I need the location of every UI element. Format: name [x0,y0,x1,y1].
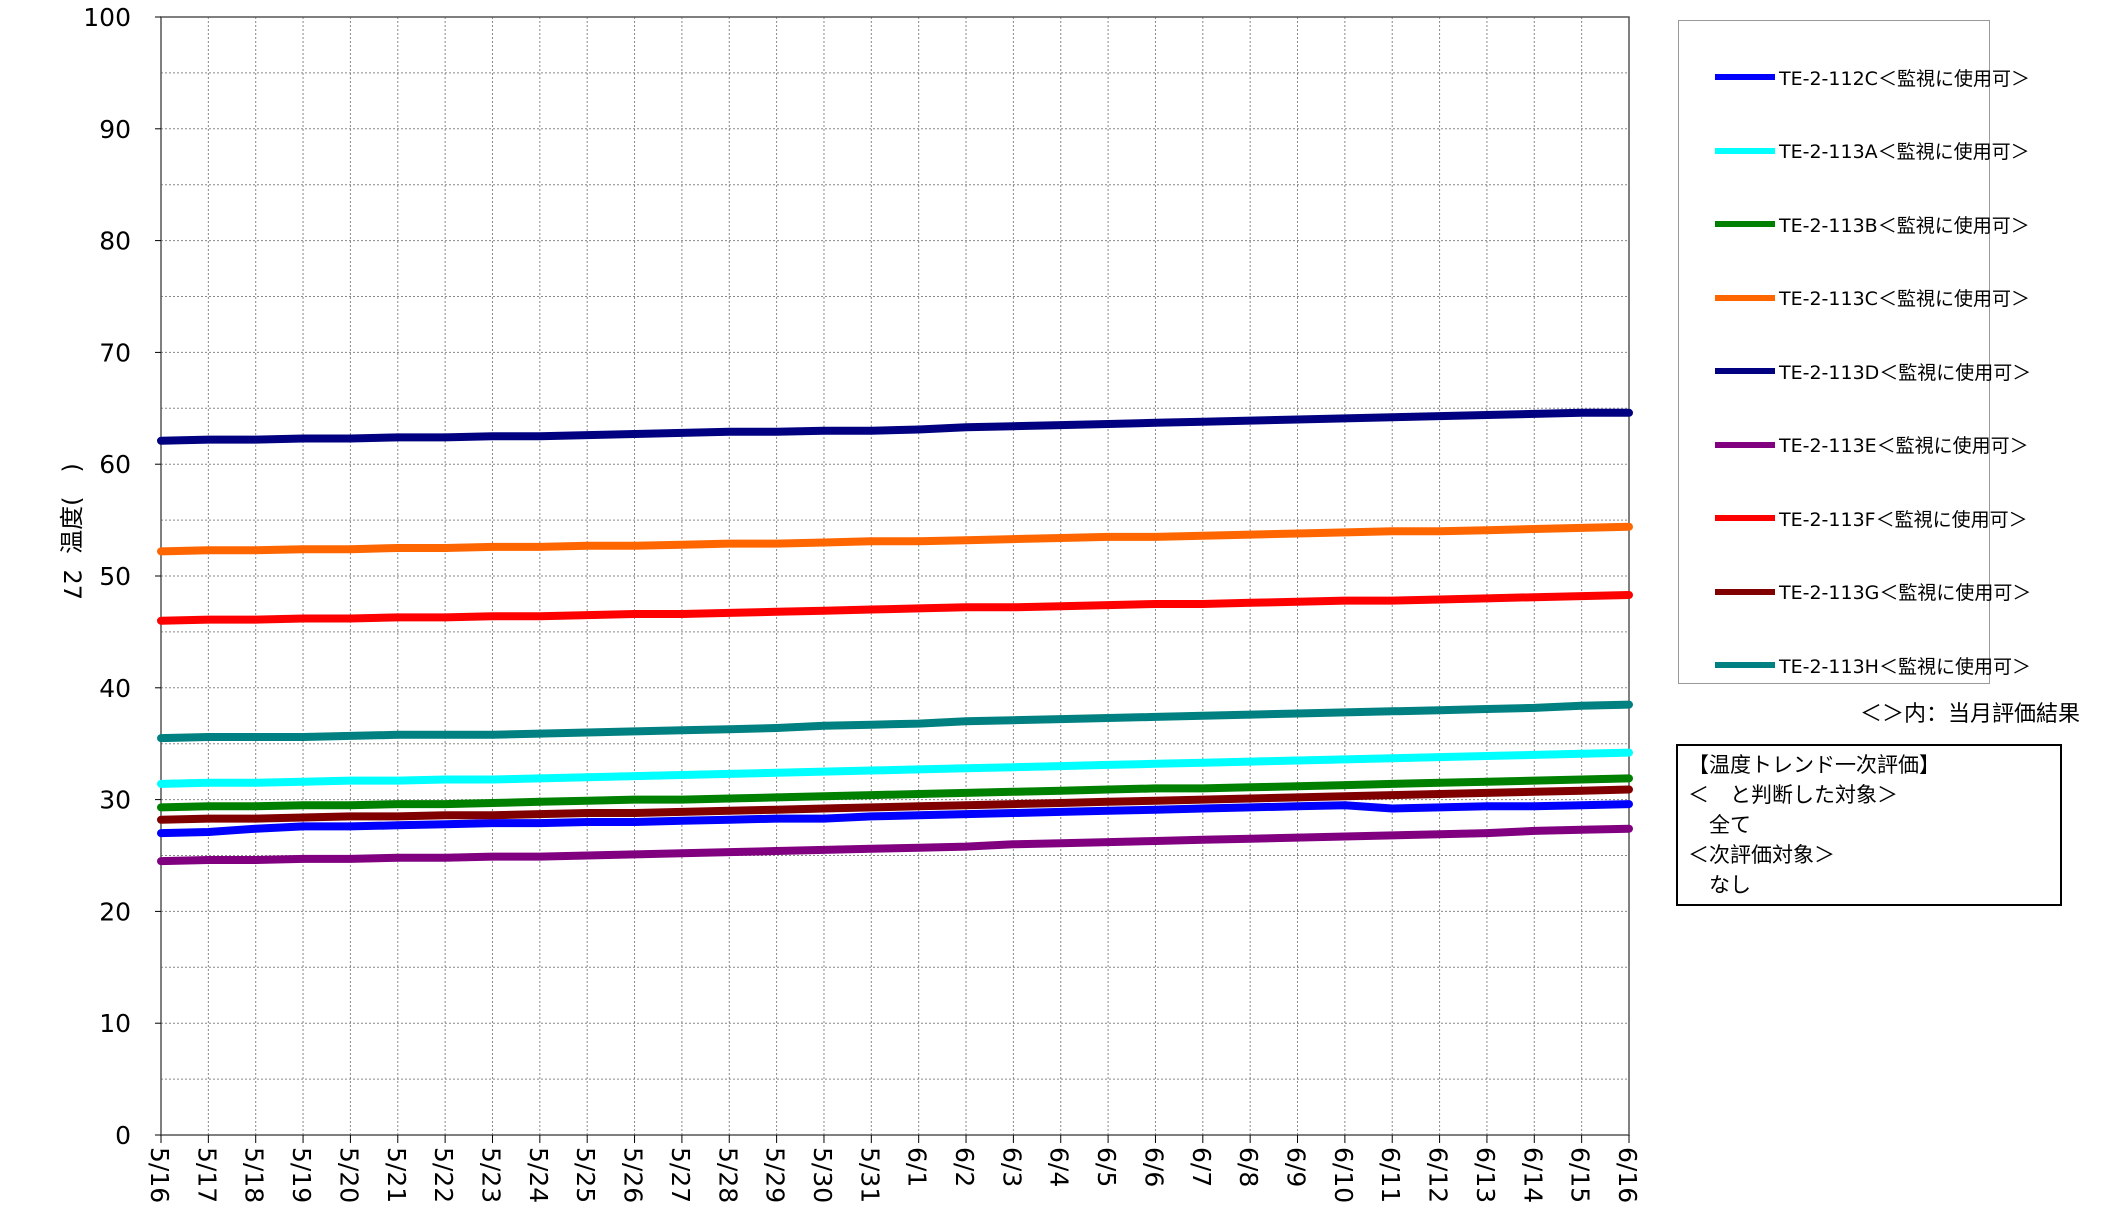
x-tick-label: 6/12 [1424,1147,1453,1203]
x-tick-label: 5/25 [571,1147,600,1203]
x-tick-label: 6/5 [1092,1147,1121,1187]
y-axis-label: 温度( ) [58,463,86,554]
x-tick-label: 5/29 [761,1147,790,1203]
legend-item: TE-2-113F＜監視に使用可＞ [1715,508,2028,531]
evaluation-box: 【温度トレンド一次評価】 ＜ と判断した対象＞ 全て ＜次評価対象＞ なし [1676,744,2062,906]
x-tick-label: 5/30 [808,1147,837,1203]
x-tick-label: 5/31 [855,1147,884,1203]
x-tick-label: 5/17 [192,1147,221,1203]
x-tick-label: 6/1 [903,1147,932,1187]
legend-item: TE-2-112C＜監視に使用可＞ [1715,67,2030,90]
x-tick-label: 6/10 [1329,1147,1358,1203]
x-tick-label: 5/27 [666,1147,695,1203]
legend-item: TE-2-113E＜監視に使用可＞ [1715,435,2029,457]
x-tick-label: 6/3 [997,1147,1026,1187]
series-line [157,522,1633,556]
legend-label: TE-2-113F＜監視に使用可＞ [1779,508,2028,531]
x-tick-label: 6/14 [1518,1147,1547,1203]
y-tick-label: 100 [83,3,131,32]
y-axis-symbol: 27 [58,569,86,600]
series-line [157,800,1633,838]
y-tick-label: 70 [99,338,131,367]
series-line [157,408,1633,445]
x-tick-label: 6/8 [1234,1147,1263,1187]
x-tick-label: 6/2 [950,1147,979,1187]
x-tick-label: 5/23 [476,1147,505,1203]
series-line [157,591,1633,625]
legend-item: TE-2-113A＜監視に使用可＞ [1715,141,2030,163]
y-tick-label: 80 [99,227,131,256]
evaluation-line: なし [1688,873,1751,897]
legend-swatch [1715,441,1775,448]
legend-label: TE-2-113A＜監視に使用可＞ [1779,141,2030,163]
legend-label: TE-2-113H＜監視に使用可＞ [1779,655,2031,678]
legend-swatch [1715,588,1775,595]
legend-label: TE-2-113C＜監視に使用可＞ [1779,288,2030,310]
x-tick-label: 5/20 [334,1147,363,1203]
x-tick-label: 6/9 [1282,1147,1311,1187]
y-tick-label: 10 [99,1009,131,1038]
legend-label: TE-2-113E＜監視に使用可＞ [1779,435,2029,457]
x-tick-label: 6/4 [1045,1147,1074,1187]
series-line [157,748,1633,788]
legend-swatch [1715,662,1775,668]
chart-legend: TE-2-112C＜監視に使用可＞ TE-2-113A＜監視に使用可＞ TE-2-1… [1678,20,2031,684]
legend-swatch [1715,221,1775,227]
evaluation-line: ＜次評価対象＞ [1688,843,1835,867]
x-tick-label: 6/7 [1187,1147,1216,1187]
legend-item: TE-2-113G＜監視に使用可＞ [1715,582,2031,604]
legend-label: TE-2-113G＜監視に使用可＞ [1779,582,2032,604]
legend-label: TE-2-112C＜監視に使用可＞ [1779,67,2030,90]
series-line [157,700,1633,743]
legend-swatch [1715,147,1775,154]
y-tick-label: 50 [99,562,131,591]
evaluation-line: 【温度トレンド一次評価】 [1688,753,1940,777]
x-tick-label: 5/21 [382,1147,411,1203]
legend-label: TE-2-113B＜監視に使用可＞ [1779,214,2030,237]
series-line [157,785,1633,824]
x-tick-label: 6/16 [1613,1147,1642,1203]
legend-label: TE-2-113D＜監視に使用可＞ [1779,361,2032,384]
x-tick-label: 5/16 [145,1147,174,1203]
x-tick-label: 6/6 [1139,1147,1168,1187]
legend-swatch [1715,74,1775,80]
legend-item: TE-2-113D＜監視に使用可＞ [1715,361,2031,384]
y-tick-label: 20 [99,897,131,926]
y-tick-label: 30 [99,786,131,815]
evaluation-line: 全て [1688,813,1751,837]
legend-swatch [1715,368,1775,374]
legend-swatch [1715,515,1775,521]
series-line [157,774,1633,812]
legend-item: TE-2-113H＜監視に使用可＞ [1715,655,2031,678]
y-tick-label: 90 [99,115,131,144]
x-tick-label: 5/22 [429,1147,458,1203]
x-tick-label: 5/24 [524,1147,553,1203]
y-tick-label: 40 [99,674,131,703]
x-tick-label: 6/11 [1376,1147,1405,1203]
evaluation-line: ＜ と判断した対象＞ [1688,783,1898,807]
series-line [157,824,1633,866]
y-tick-label: 60 [99,450,131,479]
x-tick-label: 5/28 [713,1147,742,1203]
x-tick-label: 5/18 [240,1147,269,1203]
legend-item: TE-2-113C＜監視に使用可＞ [1715,288,2030,310]
x-tick-label: 6/15 [1566,1147,1595,1203]
y-tick-label: 0 [115,1121,131,1150]
legend-note: ＜＞内：当月評価結果 [1860,702,2081,727]
x-tick-label: 5/19 [287,1147,316,1203]
legend-swatch [1715,294,1775,301]
x-tick-label: 6/13 [1471,1147,1500,1203]
x-tick-label: 5/26 [619,1147,648,1203]
legend-item: TE-2-113B＜監視に使用可＞ [1715,214,2030,237]
y-axis-title: 27 温度( ) [52,463,87,600]
